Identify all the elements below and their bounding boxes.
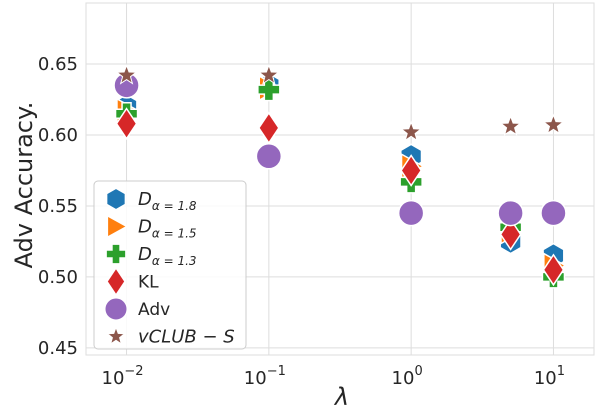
point-star — [257, 63, 280, 85]
legend-label: Dα = 1.8 — [138, 189, 197, 213]
point-thin-diamond — [499, 218, 522, 251]
legend-marker — [104, 297, 128, 321]
point-circle — [540, 199, 567, 227]
y-tick-label: 0.55 — [38, 196, 78, 217]
point-circle — [397, 199, 425, 227]
legend-label: Adv — [138, 300, 170, 320]
y-tick-label: 0.50 — [38, 267, 78, 288]
legend-marker — [105, 187, 127, 211]
point-plus — [257, 77, 281, 102]
y-tick-label: 0.65 — [38, 54, 78, 75]
point-thin-diamond — [542, 253, 565, 287]
point-thin-diamond — [115, 107, 138, 140]
legend-marker — [106, 214, 129, 239]
point-star — [115, 63, 138, 85]
y-axis-label: Adv Accuracy. — [10, 102, 38, 269]
legend-marker — [106, 326, 126, 345]
legend-label: KL — [138, 273, 159, 293]
point-circle — [497, 199, 524, 227]
legend-label: Dα = 1.5 — [138, 217, 197, 241]
x-tick-label: 100 — [392, 364, 423, 389]
x-tick-label: 101 — [534, 364, 565, 389]
point-star — [499, 115, 522, 136]
point-star — [542, 113, 565, 135]
legend-box — [93, 180, 247, 350]
grid — [85, 2, 595, 356]
legend-label: vCLUB − S — [138, 327, 235, 348]
y-tick-label: 0.60 — [38, 125, 78, 146]
point-circle — [255, 143, 283, 170]
y-tick-label: 0.45 — [38, 338, 78, 359]
data-points — [113, 63, 567, 289]
x-tick-label: 10−2 — [102, 364, 144, 389]
legend-label: Dα = 1.3 — [138, 244, 197, 268]
point-star — [400, 120, 423, 142]
legend: Dα = 1.8 Dα = 1.5 Dα = 1.3 KL Adv vCLUB − S — [93, 180, 247, 350]
point-thin-diamond — [257, 111, 280, 145]
legend-marker — [105, 243, 127, 265]
plot-frame — [85, 2, 595, 356]
legend-marker — [106, 266, 126, 297]
x-axis-label: λ — [333, 383, 349, 411]
x-tick-label: 10−1 — [244, 364, 286, 389]
point-thin-diamond — [400, 154, 423, 187]
tick-labels: 0.45 0.50 0.55 0.60 0.65 10−2 10−1 100 101 — [38, 54, 565, 389]
